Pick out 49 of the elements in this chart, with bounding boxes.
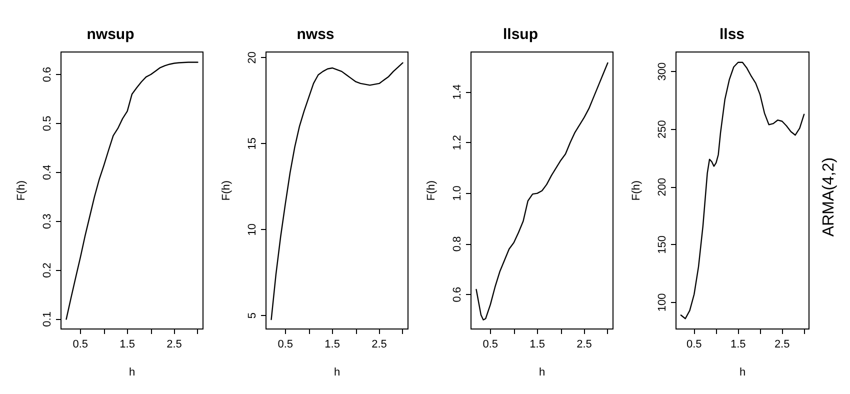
x-tick-label: 1.5 (730, 338, 746, 350)
y-tick-label: 0.6 (452, 286, 464, 302)
y-tick-label: 1.0 (452, 186, 464, 201)
x-tick-label: 2.5 (576, 338, 592, 350)
chart-title: nwss (296, 26, 334, 43)
y-tick-label: 300 (656, 62, 668, 81)
y-tick-label: 5 (246, 312, 258, 319)
y-tick-label: 15 (246, 138, 258, 150)
y-axis-title: F(h) (426, 180, 438, 201)
line-series (680, 62, 805, 320)
x-tick-label: 0.5 (686, 338, 702, 350)
y-tick-label: 0.5 (42, 116, 54, 132)
y-tick-label: 250 (656, 120, 668, 139)
y-tick-label: 20 (246, 52, 258, 64)
x-tick-label: 1.5 (324, 338, 340, 350)
x-axis-title: h (128, 366, 136, 378)
y-tick-label: 0.8 (452, 236, 464, 252)
x-axis-title: h (538, 366, 546, 378)
x-tick-label: 2.5 (372, 338, 387, 350)
x-axis-title: h (739, 366, 746, 378)
line-series (270, 62, 404, 320)
line-series (476, 62, 608, 320)
y-tick-label: 100 (656, 293, 668, 312)
y-axis-title: F(h) (16, 180, 28, 201)
y-tick-label: 1.4 (452, 84, 464, 100)
x-tick-label: 1.5 (530, 338, 545, 350)
x-tick-label: 2.5 (774, 338, 790, 350)
x-tick-label: 2.5 (166, 338, 182, 350)
y-axis-title: F(h) (220, 180, 232, 201)
x-tick-label: 0.5 (278, 338, 293, 350)
y-tick-label: 0.1 (42, 312, 54, 327)
chart-title: llsup (502, 26, 538, 43)
y-tick-label: 0.2 (42, 262, 54, 278)
y-axis-title: F(h) (630, 180, 642, 201)
y-tick-label: 0.6 (42, 66, 54, 82)
line-series (66, 62, 198, 320)
x-axis-title: h (334, 366, 340, 378)
text: ARMA(4,2) (820, 157, 838, 237)
y-tick-label: 1.2 (452, 134, 464, 150)
y-tick-label: 0.3 (42, 214, 54, 229)
y-tick-label: 200 (656, 178, 668, 196)
chart-title: nwsup (86, 26, 134, 43)
x-tick-label: 0.5 (482, 338, 498, 350)
x-tick-label: 1.5 (120, 338, 135, 350)
chart-title: llss (719, 26, 745, 43)
x-tick-label: 0.5 (72, 338, 88, 350)
y-tick-label: 10 (246, 223, 258, 236)
y-tick-label: 150 (656, 236, 668, 254)
y-tick-label: 0.4 (42, 164, 54, 180)
